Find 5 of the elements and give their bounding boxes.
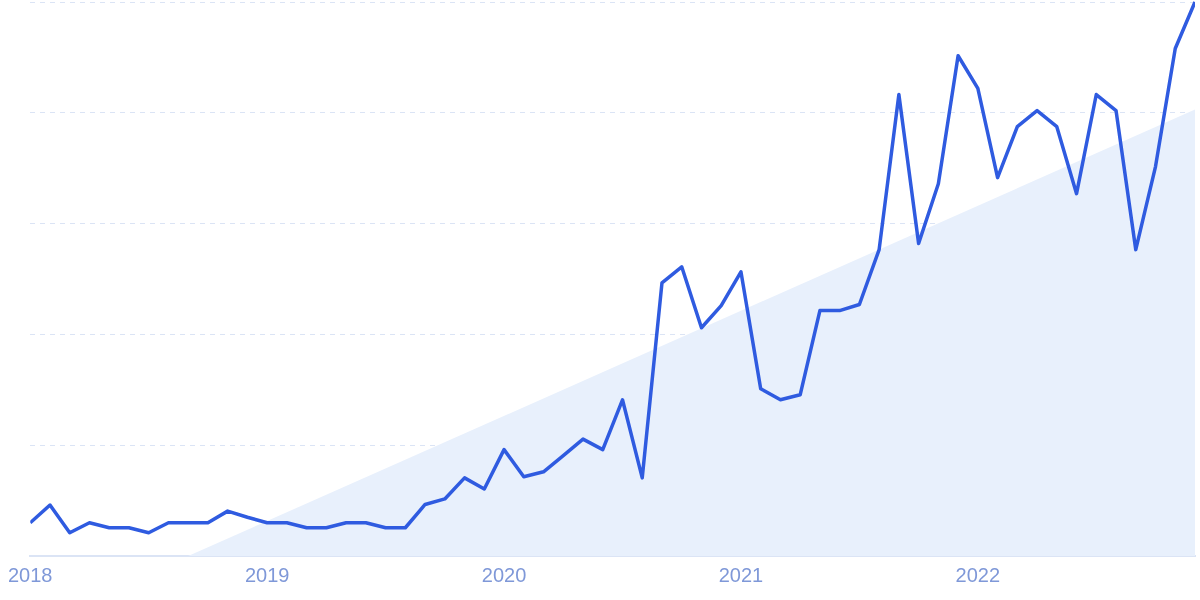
x-tick-label: 2021 <box>718 563 764 586</box>
x-tick-label: 2020 <box>481 563 527 586</box>
x-tick-label: 2022 <box>955 563 1001 586</box>
x-tick-label: 2018 <box>8 563 53 586</box>
x-tick-label: 2019 <box>244 563 290 586</box>
